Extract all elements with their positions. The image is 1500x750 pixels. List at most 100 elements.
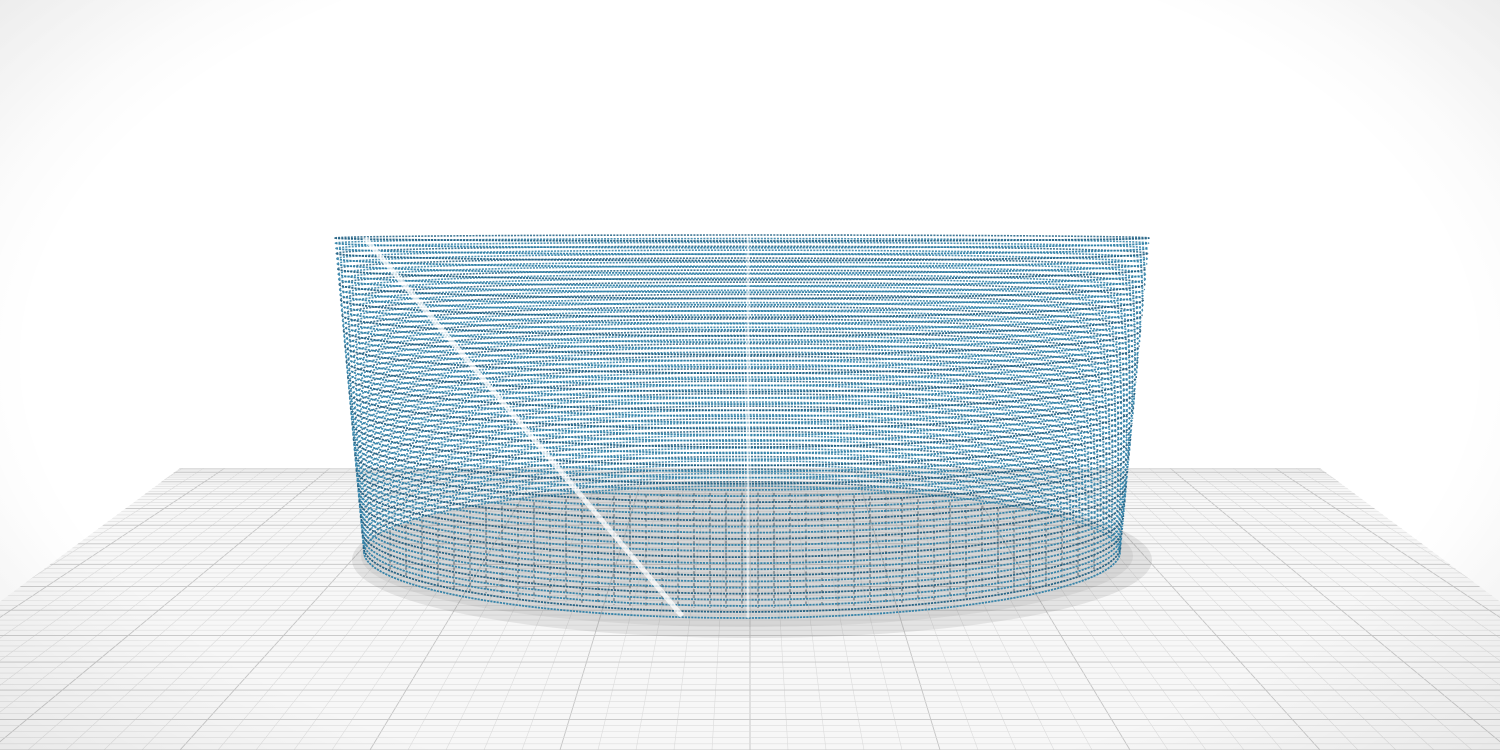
toolpath-layer-front: [348, 397, 1136, 436]
build-plate: [0, 468, 1500, 750]
toolpath-layer-front: [362, 541, 1122, 607]
toolpath-layer-front: [334, 242, 1150, 249]
toolpath-layer-front: [350, 412, 1134, 455]
toolpath-layer-back: [341, 293, 1143, 316]
toolpath-layer-back: [336, 253, 1148, 265]
toolpath-layer-back: [361, 468, 1123, 532]
toolpath-layer-back: [351, 380, 1133, 424]
toolpath-layer-front: [335, 247, 1149, 256]
shadow-ellipse: [352, 482, 1152, 638]
toolpath-layer-back: [357, 430, 1127, 486]
toolpath-layer-front: [343, 335, 1141, 362]
toolpath-layer-front: [338, 289, 1146, 306]
toolpath-layer-back: [355, 417, 1129, 470]
toolpath-layer-front: [343, 340, 1141, 368]
toolpath-layer-back: [347, 351, 1137, 388]
toolpath-layer-front: [363, 551, 1121, 619]
toolpath-layer-front: [351, 428, 1133, 473]
toolpath-layer-back: [337, 257, 1147, 270]
toolpath-layer-back: [355, 413, 1129, 465]
toolpath-layer-front: [355, 474, 1129, 528]
toolpath-layer-back: [354, 409, 1130, 460]
toolpath-layer-front: [349, 407, 1135, 448]
toolpath-layer-back: [359, 455, 1125, 516]
toolpath-layer-front: [360, 526, 1124, 589]
toolpath-layer-back: [346, 338, 1138, 372]
toolpath-layer-front: [340, 309, 1144, 331]
toolpath-layer-back: [338, 265, 1146, 280]
toolpath-layer-back: [342, 305, 1142, 331]
toolpath-layer-front: [335, 252, 1149, 262]
toolpath-layer-front: [362, 546, 1122, 613]
toolpath-layer-front: [358, 500, 1126, 558]
toolpath-layer-back: [349, 363, 1135, 403]
toolpath-layer-back: [343, 314, 1141, 342]
toolpath-layer-front: [336, 268, 1148, 281]
toolpath-layer-front: [357, 495, 1127, 552]
toolpath-layer-back: [347, 343, 1137, 378]
toolpath-layer-front: [337, 273, 1147, 287]
toolpath-layer-front: [356, 485, 1128, 540]
toolpath-layer-front: [354, 454, 1130, 503]
toolpath-layer-back: [356, 426, 1128, 480]
toolpath-layer-front: [350, 418, 1134, 461]
toolpath-layer-front: [354, 459, 1130, 510]
toolpath-layer-back: [344, 318, 1140, 347]
toolpath-layer-back: [339, 277, 1145, 295]
toolpath-layer-back: [335, 245, 1149, 255]
toolpath-layer-front: [334, 237, 1150, 242]
toolpath-layer-back: [348, 355, 1136, 393]
toolpath-layer-front: [353, 449, 1131, 497]
toolpath-layer-back: [336, 249, 1148, 260]
toolpath-layer-front: [342, 325, 1142, 350]
toolpath-layer-back: [358, 443, 1126, 501]
toolpath-layer-front: [355, 464, 1129, 516]
toolpath-layer-back: [346, 334, 1138, 367]
toolpath-layer-front: [356, 479, 1128, 534]
toolpath-layer-front: [358, 505, 1126, 565]
toolpath-layer-front: [338, 283, 1146, 300]
toolpath-layer-back: [360, 460, 1124, 522]
toolpath-layer-back: [334, 237, 1150, 244]
toolpath-layer-front: [346, 376, 1138, 412]
toolpath-layer-front: [361, 531, 1123, 595]
toolpath-layer-front: [357, 490, 1127, 546]
toolpath-layer-back: [362, 480, 1122, 547]
toolpath-layer-front: [345, 366, 1139, 399]
toolpath-layer-front: [337, 278, 1147, 294]
toolpath-layer-front: [339, 299, 1145, 319]
toolpath-layer-front: [345, 361, 1139, 393]
toolpath-layer-front: [349, 402, 1135, 442]
toolpath-layer-back: [340, 289, 1144, 311]
toolpath-layer-back: [338, 269, 1146, 285]
toolpath-layer-front: [351, 423, 1133, 467]
toolpath-layer-front: [344, 345, 1140, 375]
toolpath-layer-back: [362, 476, 1122, 542]
toolpath-layer-front: [347, 387, 1137, 424]
toolpath-layer-front: [355, 469, 1129, 522]
toolpath-front-wall: [334, 236, 1150, 619]
toolpath-layer-front: [339, 294, 1145, 313]
toolpath-layer-back: [349, 367, 1135, 408]
toolpath-layer-front: [347, 382, 1137, 418]
toolpath-layer-front: [359, 515, 1125, 577]
toolpath-layer-front: [341, 314, 1143, 337]
toolpath-layer-front: [340, 304, 1144, 325]
toolpath-layer-front: [353, 443, 1131, 491]
toolpath-layer-back: [351, 384, 1133, 429]
toolpath-layer-front: [359, 510, 1125, 571]
toolpath-layer-back: [340, 285, 1144, 306]
toolpath-layer-back: [343, 309, 1141, 336]
toolpath-layer-back: [334, 234, 1150, 239]
toolpath-layer-front: [360, 521, 1124, 583]
toolpath-layer-back: [353, 401, 1131, 450]
toolpath-layer-back: [363, 485, 1121, 553]
toolpath-layer-back: [357, 438, 1127, 496]
toolpath-layer-back: [354, 405, 1130, 455]
toolpath-layer-front: [341, 320, 1143, 344]
layer-seam-slanted: [363, 236, 684, 618]
toolpath-layer-front: [346, 371, 1138, 405]
toolpath-layer-front: [348, 392, 1136, 430]
